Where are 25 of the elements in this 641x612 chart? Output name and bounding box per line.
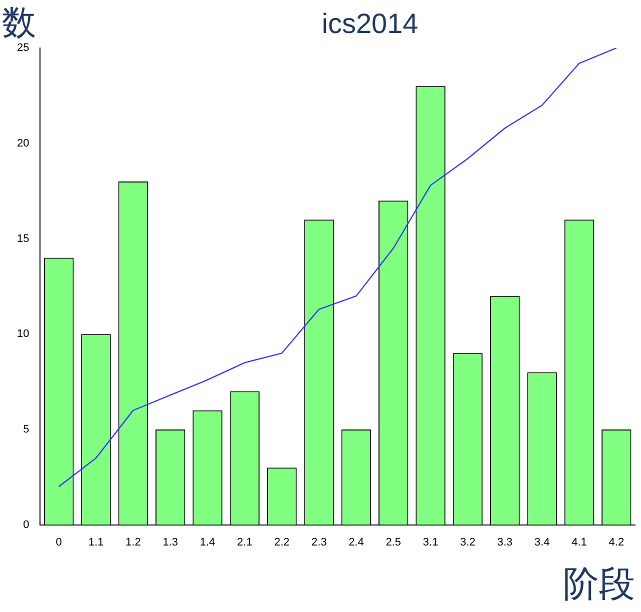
x-tick-label: 3.1	[422, 536, 438, 548]
y-tick-label: 10	[16, 328, 30, 340]
y-tick-label: 0	[23, 518, 30, 531]
x-tick-label: 3.4	[534, 536, 550, 548]
x-tick-label: 4.1	[572, 536, 587, 548]
x-tick-label: 3.2	[460, 536, 476, 548]
x-axis-title: 阶段	[563, 563, 635, 607]
y-tick-label: 20	[16, 137, 30, 150]
x-tick-label: 3.3	[497, 536, 513, 548]
chart-title: ics2014	[320, 8, 420, 40]
y-tick-label: 25	[16, 42, 30, 54]
y-tick-label: 5	[23, 423, 30, 436]
x-tick-label: 1.4	[200, 536, 216, 548]
y-axis-title: 数	[2, 2, 36, 43]
x-tick-label: 2.1	[237, 536, 252, 548]
x-tick-label: 4.2	[608, 536, 624, 548]
x-tick-label: 1.1	[88, 536, 104, 548]
x-tick-label: 2.3	[311, 536, 327, 548]
x-tick-label: 1.2	[126, 536, 141, 548]
x-tick-label: 1.3	[162, 536, 178, 548]
x-tick-label: 0	[56, 536, 62, 548]
x-tick-label: 2.4	[348, 536, 364, 548]
x-tick-label: 2.2	[274, 536, 290, 548]
x-tick-label: 2.5	[386, 536, 402, 548]
y-tick-label: 15	[16, 232, 30, 245]
